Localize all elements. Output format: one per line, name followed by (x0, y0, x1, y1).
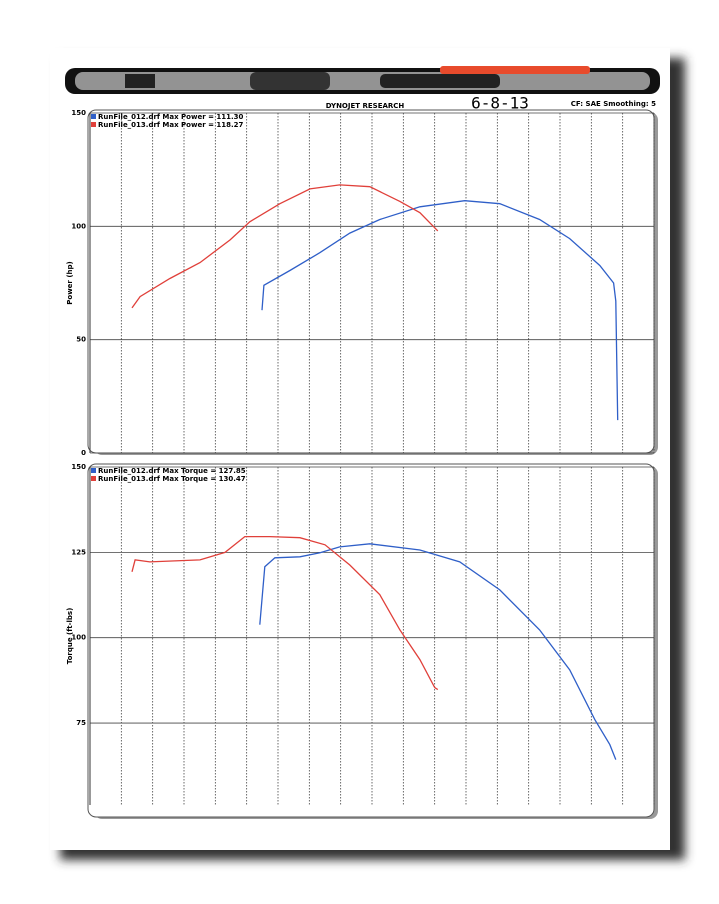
series-line (259, 543, 617, 760)
legend-swatch (91, 468, 96, 473)
legend-label: RunFile_012.drf Max Power = 111.30 (98, 113, 244, 121)
y-tick-label: 75 (76, 719, 86, 727)
legend-swatch (91, 122, 96, 127)
y-tick-label: 50 (76, 336, 86, 344)
y-tick-label: 100 (71, 634, 86, 642)
y-axis-label: Power (hp) (66, 261, 74, 304)
plot-frame (87, 463, 655, 818)
legend-label: RunFile_012.drf Max Torque = 127.85 (98, 467, 246, 475)
settings: CF: SAE Smoothing: 5 (571, 100, 656, 108)
y-axis-label: Torque (ft-lbs) (66, 608, 74, 665)
legend-label: RunFile_013.drf Max Power = 118.27 (98, 121, 244, 129)
series-line (261, 200, 619, 421)
y-tick-label: 0 (81, 449, 86, 457)
y-tick-label: 100 (71, 222, 86, 230)
y-tick-label: 150 (71, 109, 86, 117)
logo (65, 66, 660, 94)
date: 6-8-13 (471, 94, 529, 113)
plot-frame (87, 109, 655, 454)
y-tick-label: 150 (71, 463, 86, 471)
series-line (131, 184, 439, 309)
company: DYNOJET RESEARCH (326, 102, 405, 110)
y-tick-label: 125 (71, 548, 86, 556)
legend-label: RunFile_013.drf Max Torque = 130.47 (98, 475, 246, 483)
series-line (131, 535, 439, 691)
legend-swatch (91, 114, 96, 119)
legend-swatch (91, 476, 96, 481)
